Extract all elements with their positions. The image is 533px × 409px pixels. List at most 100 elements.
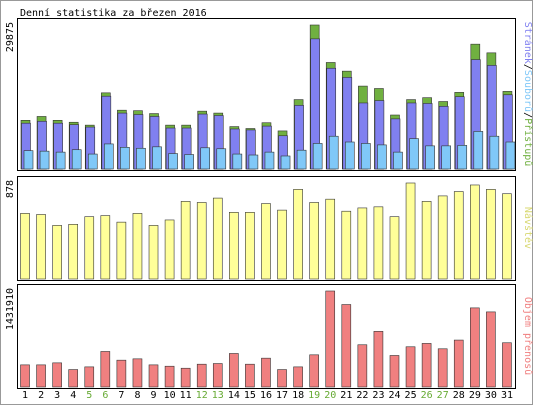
x-tick-label-day-30: 30 bbox=[485, 390, 497, 401]
bar-files-day-13 bbox=[216, 148, 227, 170]
bar-middle-day-20 bbox=[325, 198, 336, 280]
bar-middle-day-26 bbox=[421, 201, 432, 280]
bar-files-day-24 bbox=[393, 151, 403, 170]
bar-files-day-16 bbox=[264, 151, 275, 170]
x-tick-label-day-4: 4 bbox=[70, 390, 76, 401]
x-tick-label-day-18: 18 bbox=[292, 390, 304, 401]
bar-middle-day-6 bbox=[100, 215, 111, 280]
x-tick-label-day-22: 22 bbox=[356, 390, 368, 401]
bar-bottom-day-23 bbox=[373, 331, 384, 388]
x-tick-label-day-28: 28 bbox=[453, 390, 465, 401]
bar-bottom-day-29 bbox=[470, 307, 480, 388]
bar-files-day-7 bbox=[120, 147, 130, 170]
x-tick-label-day-21: 21 bbox=[340, 390, 352, 401]
bar-bottom-day-21 bbox=[341, 304, 352, 388]
bar-bottom-day-26 bbox=[421, 343, 432, 388]
bar-bottom-day-28 bbox=[453, 339, 464, 388]
x-tick-label-day-17: 17 bbox=[276, 390, 288, 401]
x-tick-label-day-7: 7 bbox=[118, 390, 124, 401]
bar-bottom-day-22 bbox=[357, 344, 368, 388]
bar-files-day-21 bbox=[344, 141, 355, 170]
x-tick-label-day-19: 19 bbox=[308, 390, 320, 401]
y-max-label-bottom: 1431910 bbox=[5, 288, 16, 330]
bar-middle-day-4 bbox=[68, 224, 78, 280]
bar-middle-day-9 bbox=[148, 225, 159, 280]
bar-bottom-day-24 bbox=[389, 355, 400, 388]
x-tick-label-day-16: 16 bbox=[260, 390, 272, 401]
bar-middle-day-12 bbox=[196, 202, 207, 280]
bar-middle-day-18 bbox=[293, 189, 303, 280]
bar-files-day-28 bbox=[457, 145, 468, 170]
bar-bottom-day-25 bbox=[405, 346, 416, 388]
bar-files-day-12 bbox=[200, 147, 211, 170]
x-tick-label-day-3: 3 bbox=[54, 390, 60, 401]
x-tick-label-day-2: 2 bbox=[38, 390, 44, 401]
bar-middle-day-11 bbox=[180, 201, 191, 280]
panel-frame-top bbox=[17, 18, 516, 171]
x-tick-label-day-27: 27 bbox=[437, 390, 449, 401]
bar-files-day-23 bbox=[377, 144, 387, 170]
bar-bottom-day-12 bbox=[196, 363, 207, 388]
legend-middle: Návštěv bbox=[522, 207, 533, 249]
y-max-label-top: 29875 bbox=[5, 22, 16, 52]
bar-files-day-19 bbox=[312, 143, 323, 170]
x-tick-label-day-20: 20 bbox=[324, 390, 336, 401]
bar-bottom-day-3 bbox=[52, 362, 62, 388]
x-tick-label-day-9: 9 bbox=[151, 390, 157, 401]
bar-files-day-1 bbox=[23, 150, 34, 170]
chart-title: Denní statistika za březen 2016 bbox=[20, 7, 207, 19]
bar-middle-day-27 bbox=[437, 195, 448, 280]
bar-bottom-day-2 bbox=[36, 364, 46, 388]
bar-bottom-day-5 bbox=[84, 366, 95, 388]
bar-files-day-20 bbox=[328, 135, 339, 170]
bar-middle-day-25 bbox=[405, 182, 416, 280]
x-tick-label-day-24: 24 bbox=[388, 390, 400, 401]
bar-middle-day-17 bbox=[277, 209, 287, 280]
bar-bottom-day-27 bbox=[437, 348, 448, 388]
bar-middle-day-1 bbox=[20, 213, 30, 280]
bar-files-day-6 bbox=[104, 143, 114, 170]
legend-entry-top-0: Stránek bbox=[522, 22, 533, 64]
bar-files-day-17 bbox=[280, 155, 291, 170]
legend-entry-top-1: / bbox=[522, 64, 533, 70]
legend-bottom: Objem přenosů bbox=[522, 297, 533, 375]
bar-middle-day-2 bbox=[36, 214, 46, 280]
bar-files-day-25 bbox=[409, 138, 419, 170]
bar-bottom-day-10 bbox=[164, 365, 175, 388]
legend-entry-top-3: / bbox=[522, 112, 533, 118]
bar-files-day-11 bbox=[184, 154, 194, 170]
bar-files-day-5 bbox=[87, 153, 98, 170]
bar-middle-day-30 bbox=[486, 189, 496, 280]
bar-bottom-day-17 bbox=[277, 369, 287, 388]
legend-entry-bottom-0: Objem přenosů bbox=[522, 297, 533, 375]
bar-bottom-day-30 bbox=[486, 311, 496, 388]
x-tick-label-day-5: 5 bbox=[86, 390, 92, 401]
bar-files-day-4 bbox=[71, 149, 82, 170]
bar-bottom-day-6 bbox=[100, 351, 111, 388]
bar-middle-day-23 bbox=[373, 206, 384, 280]
bar-bottom-day-9 bbox=[148, 364, 159, 388]
bar-middle-day-14 bbox=[229, 212, 239, 280]
bar-middle-day-31 bbox=[502, 193, 512, 280]
bar-middle-day-16 bbox=[261, 203, 271, 280]
legend-entry-middle-0: Návštěv bbox=[522, 207, 533, 249]
bar-files-day-9 bbox=[152, 146, 162, 170]
x-tick-label-day-15: 15 bbox=[244, 390, 256, 401]
bar-middle-day-3 bbox=[52, 225, 62, 280]
bar-files-day-10 bbox=[168, 153, 178, 170]
bar-bottom-day-7 bbox=[116, 359, 127, 388]
bar-bottom-day-18 bbox=[293, 366, 303, 388]
x-tick-label-day-31: 31 bbox=[501, 390, 513, 401]
bar-files-day-27 bbox=[441, 145, 451, 170]
bar-middle-day-29 bbox=[470, 184, 480, 280]
bar-middle-day-28 bbox=[453, 191, 464, 280]
bar-middle-day-7 bbox=[116, 221, 127, 280]
bar-bottom-day-19 bbox=[309, 354, 319, 388]
bar-middle-day-8 bbox=[132, 213, 143, 280]
bar-bottom-day-31 bbox=[502, 342, 512, 388]
x-tick-label-day-23: 23 bbox=[372, 390, 384, 401]
bar-files-day-30 bbox=[489, 135, 500, 170]
